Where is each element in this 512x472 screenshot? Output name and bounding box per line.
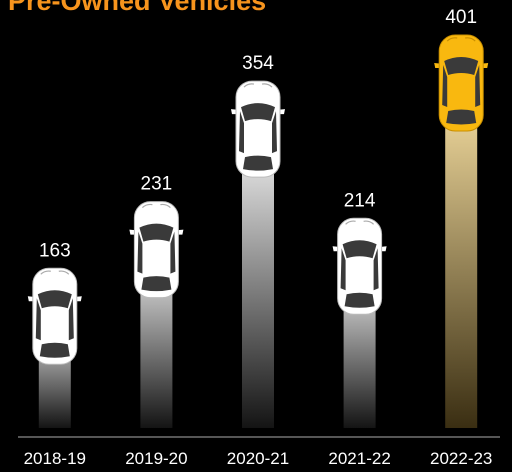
value-label: 214 (344, 190, 376, 211)
value-label: 401 (445, 7, 477, 28)
x-tick-label: 2018-19 (24, 449, 86, 468)
car-icon (27, 267, 82, 365)
x-tick-label: 2019-20 (125, 449, 187, 468)
car-icon (231, 80, 285, 178)
car-icon (332, 217, 387, 315)
x-tick-label: 2021-22 (328, 449, 390, 468)
chart-title: Pre-Owned Vehicles (8, 0, 266, 16)
x-tick-label: 2020-21 (227, 449, 289, 468)
car-icon (129, 201, 184, 299)
value-label: 231 (141, 174, 173, 195)
value-label: 163 (39, 240, 71, 261)
bar (445, 75, 478, 429)
x-tick-label: 2022-23 (430, 449, 492, 468)
value-label: 354 (242, 53, 274, 74)
car-icon (434, 34, 489, 132)
